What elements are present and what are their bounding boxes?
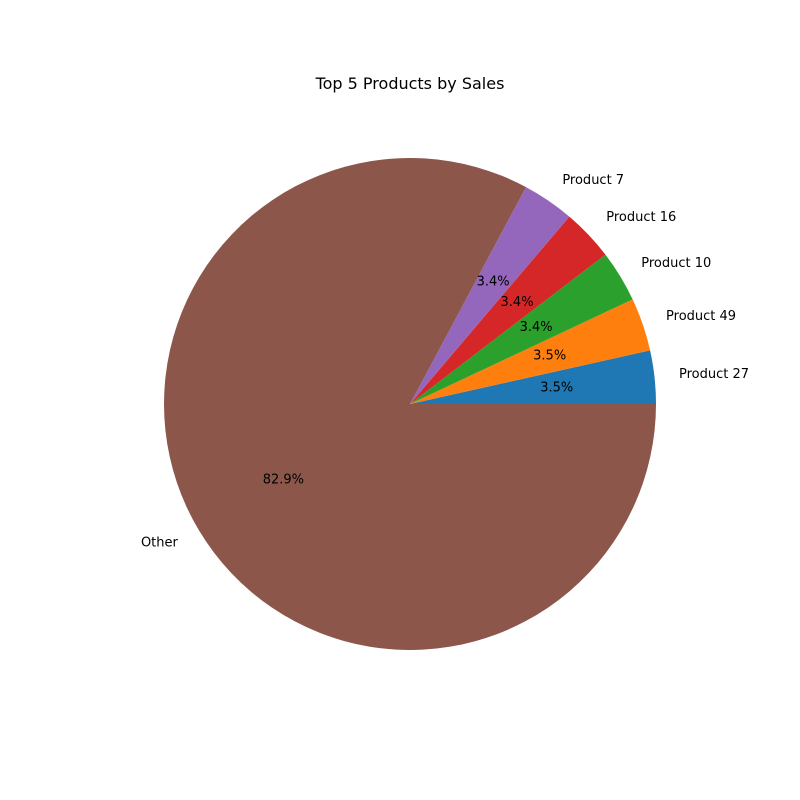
percent-label-product-49: 3.5%: [533, 349, 566, 364]
pie-slice-product-10: [410, 254, 633, 404]
percent-label-other: 82.9%: [263, 472, 304, 487]
slice-label-product-7: Product 7: [562, 173, 624, 188]
pie-slice-product-7: [410, 187, 570, 404]
slice-label-product-27: Product 27: [679, 367, 749, 382]
pie-slice-product-27: [410, 350, 656, 404]
pie-labels: Product 27 3.5% Product 49 3.5% Product 10 3.…: [141, 173, 749, 551]
slice-label-other: Other: [141, 536, 179, 551]
pie-slice-other: [163, 157, 656, 650]
pie-slices: [163, 157, 656, 650]
slice-label-product-16: Product 16: [606, 210, 676, 225]
chart-title: Top 5 Products by Sales: [315, 74, 505, 93]
slice-label-product-10: Product 10: [641, 256, 711, 271]
percent-label-product-7: 3.4%: [477, 275, 510, 290]
percent-label-product-27: 3.5%: [540, 380, 573, 395]
slice-label-product-49: Product 49: [666, 309, 736, 324]
pie-slice-product-49: [410, 299, 651, 404]
pie-slice-product-16: [410, 216, 606, 404]
percent-label-product-16: 3.4%: [501, 295, 534, 310]
percent-label-product-10: 3.4%: [520, 320, 553, 335]
